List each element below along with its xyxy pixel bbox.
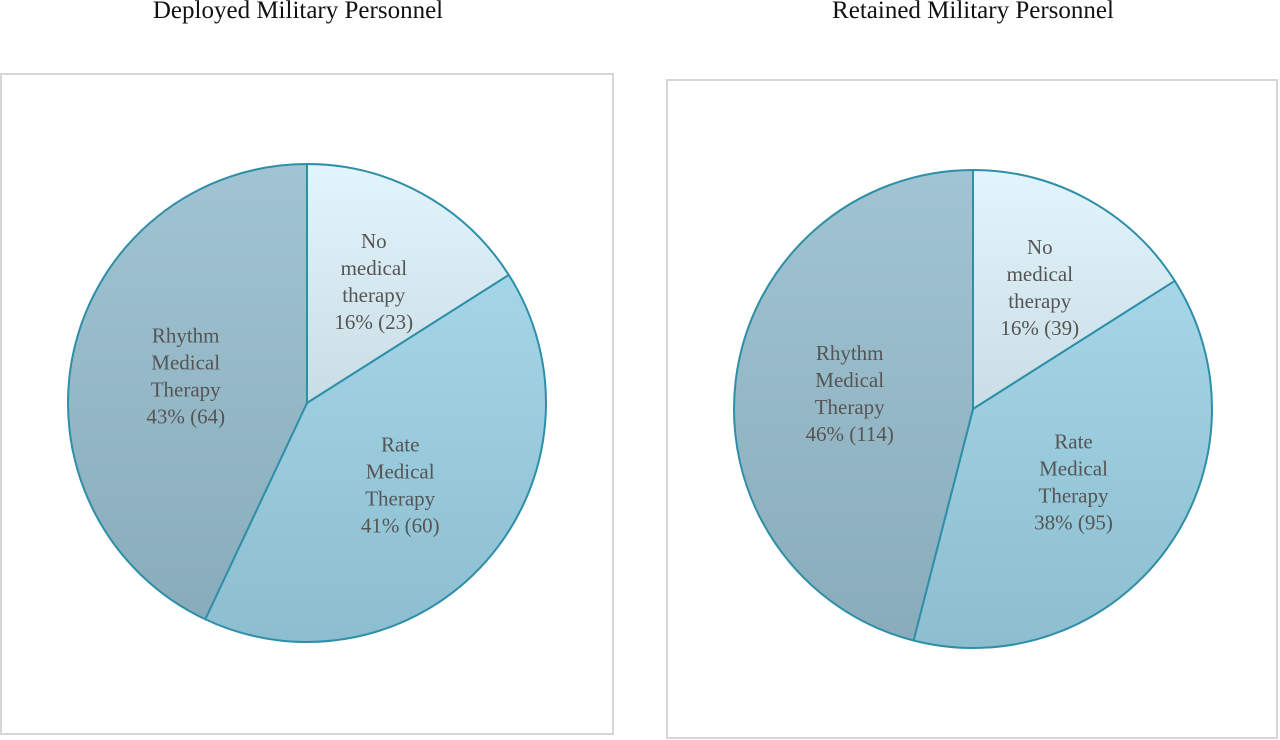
chart-title-deployed: Deployed Military Personnel xyxy=(152,0,444,24)
pie-chart-deployed: No medical therapy 16% (23) Rate Medical Thera… xyxy=(67,163,547,643)
slice-label-rate-therapy: Rate Medical Therapy 41% (60) xyxy=(361,433,440,538)
slice-label-line: 41% (60) xyxy=(361,514,440,538)
slice-label-no-therapy: No medical therapy 16% (23) xyxy=(334,229,413,334)
slice-label-line: 16% (39) xyxy=(1000,316,1079,340)
slice-label-line: 38% (95) xyxy=(1034,511,1113,535)
pie-chart-retained: No medical therapy 16% (39) Rate Medical Thera… xyxy=(733,169,1213,649)
slice-label-line: Therapy xyxy=(815,395,885,419)
slice-label-rhythm-therapy: Rhythm Medical Therapy 46% (114) xyxy=(805,341,893,446)
slice-label-line: Rhythm xyxy=(152,323,220,347)
slice-label-rhythm-therapy: Rhythm Medical Therapy 43% (64) xyxy=(146,323,225,428)
slice-label-line: therapy xyxy=(342,283,405,307)
slice-label-line: therapy xyxy=(1008,289,1071,313)
pie-slice-rhythm-therapy xyxy=(733,169,974,642)
slice-label-line: Rhythm xyxy=(816,341,884,365)
chart-title-retained: Retained Military Personnel xyxy=(832,0,1114,24)
pie-slice-no-therapy xyxy=(972,169,1176,410)
pie-slice-rate-therapy xyxy=(204,273,547,643)
slice-label-line: 43% (64) xyxy=(146,404,225,428)
slice-label-line: No xyxy=(361,229,387,253)
slice-label-line: medical xyxy=(341,256,408,280)
slice-label-line: Medical xyxy=(1039,457,1108,481)
slice-label-line: medical xyxy=(1007,262,1074,286)
slice-label-line: Medical xyxy=(815,368,884,392)
slice-label-line: No xyxy=(1027,235,1053,259)
slice-label-line: Therapy xyxy=(1039,484,1109,508)
pie-slice-rhythm-therapy xyxy=(67,163,308,621)
slice-label-no-therapy: No medical therapy 16% (39) xyxy=(1000,235,1079,340)
slice-label-line: Therapy xyxy=(151,377,221,401)
slice-label-line: Rate xyxy=(1054,430,1092,454)
pie-slice-no-therapy xyxy=(306,163,510,404)
slice-label-line: 46% (114) xyxy=(805,422,893,446)
slice-label-line: Rate xyxy=(381,433,419,457)
slice-label-line: Medical xyxy=(366,460,435,484)
slice-label-rate-therapy: Rate Medical Therapy 38% (95) xyxy=(1034,430,1113,535)
slice-label-line: 16% (23) xyxy=(334,310,413,334)
pie-slice-rate-therapy xyxy=(912,279,1213,649)
slice-label-line: Therapy xyxy=(365,487,435,511)
slice-label-line: Medical xyxy=(151,350,220,374)
